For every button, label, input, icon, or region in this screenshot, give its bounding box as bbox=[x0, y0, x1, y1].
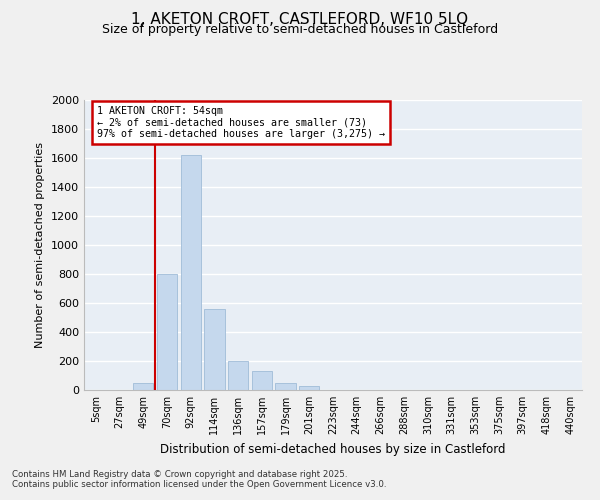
Bar bbox=[205, 309, 224, 390]
Text: 1 AKETON CROFT: 54sqm
← 2% of semi-detached houses are smaller (73)
97% of semi-: 1 AKETON CROFT: 54sqm ← 2% of semi-detac… bbox=[97, 106, 385, 139]
Y-axis label: Number of semi-detached properties: Number of semi-detached properties bbox=[35, 142, 46, 348]
Bar bbox=[157, 274, 177, 390]
X-axis label: Distribution of semi-detached houses by size in Castleford: Distribution of semi-detached houses by … bbox=[160, 442, 506, 456]
Text: 1, AKETON CROFT, CASTLEFORD, WF10 5LQ: 1, AKETON CROFT, CASTLEFORD, WF10 5LQ bbox=[131, 12, 469, 28]
Bar bbox=[275, 383, 296, 390]
Text: Size of property relative to semi-detached houses in Castleford: Size of property relative to semi-detach… bbox=[102, 24, 498, 36]
Bar bbox=[133, 383, 154, 390]
Text: Contains public sector information licensed under the Open Government Licence v3: Contains public sector information licen… bbox=[12, 480, 386, 489]
Bar bbox=[228, 361, 248, 390]
Bar bbox=[181, 155, 201, 390]
Text: Contains HM Land Registry data © Crown copyright and database right 2025.: Contains HM Land Registry data © Crown c… bbox=[12, 470, 347, 479]
Bar bbox=[252, 371, 272, 390]
Bar bbox=[299, 386, 319, 390]
